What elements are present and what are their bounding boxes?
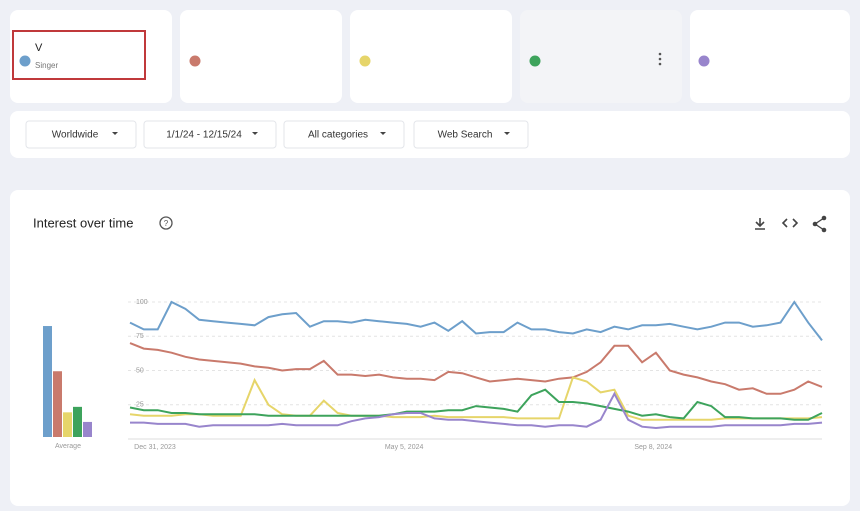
menu-dot — [658, 57, 662, 61]
average-bar — [53, 371, 62, 437]
y-tick-label: 25 — [136, 402, 144, 409]
average-bar — [73, 406, 82, 437]
term-card[interactable] — [180, 10, 342, 103]
term-dot — [698, 55, 710, 67]
y-tick-label: 100 — [136, 299, 148, 306]
x-tick-label: May 5, 2024 — [385, 444, 424, 451]
x-tick-label: Dec 31, 2023 — [134, 444, 176, 451]
series-line — [129, 342, 823, 395]
average-bar — [63, 412, 72, 437]
panel-title: Interest over time — [33, 215, 133, 230]
share-icon[interactable] — [812, 215, 827, 233]
term-dot — [529, 55, 541, 67]
x-tick-label: Sep 8, 2024 — [634, 444, 672, 451]
term-dot — [359, 55, 371, 67]
menu-dot — [658, 62, 662, 66]
average-bar — [83, 421, 92, 437]
chart-panel — [10, 190, 850, 506]
term-card[interactable] — [690, 10, 850, 103]
filter-label: All categories — [308, 130, 368, 141]
term-card[interactable] — [10, 10, 172, 103]
menu-dot — [658, 52, 662, 56]
selection-box — [12, 30, 146, 80]
filter-label: Web Search — [438, 130, 493, 141]
term-dot — [189, 55, 201, 67]
y-tick-label: 50 — [136, 367, 144, 374]
series-line — [129, 376, 823, 421]
average-bar — [43, 326, 52, 437]
download-icon[interactable] — [755, 218, 765, 230]
filter-dropdown[interactable] — [143, 120, 277, 149]
filter-dropdown[interactable] — [283, 120, 405, 149]
term-subtitle: Singer — [35, 61, 58, 70]
term-title: V — [35, 42, 43, 54]
dropdown-arrow — [252, 132, 258, 135]
series-line — [129, 300, 823, 342]
filter-label: Worldwide — [52, 130, 99, 141]
filter-label: 1/1/24 - 12/15/24 — [166, 130, 242, 141]
y-tick-label: 75 — [136, 333, 144, 340]
dropdown-arrow — [380, 132, 386, 135]
filter-dropdown[interactable] — [413, 120, 529, 149]
dropdown-arrow — [112, 132, 118, 135]
average-label: Average — [55, 443, 81, 450]
series-line — [130, 391, 823, 430]
filter-dropdown[interactable] — [25, 120, 137, 149]
term-card[interactable] — [350, 10, 512, 103]
help-icon[interactable] — [159, 216, 173, 230]
embed-icon[interactable] — [781, 218, 799, 228]
term-card[interactable] — [520, 10, 682, 103]
series-line — [129, 388, 823, 421]
dropdown-arrow — [504, 132, 510, 135]
term-dot — [19, 55, 31, 67]
help-glyph: ? — [164, 219, 169, 228]
